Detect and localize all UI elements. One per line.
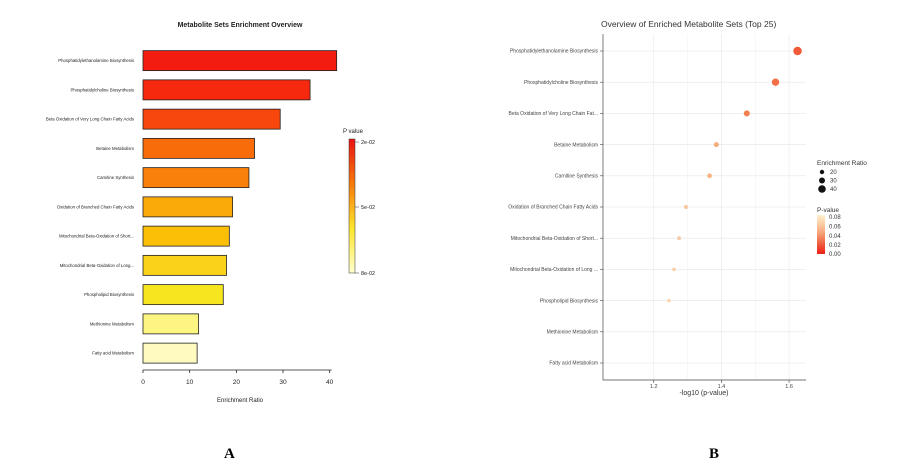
category-label: Oxidation of Branched Chain Fatty Acids bbox=[508, 205, 598, 211]
data-point bbox=[771, 78, 780, 86]
bar bbox=[142, 108, 281, 130]
legend-color-label: 0.06 bbox=[829, 225, 841, 231]
x-tick-label: 1.6 bbox=[785, 384, 793, 390]
legend-colorbar bbox=[348, 138, 356, 274]
legend-color-label: 0.04 bbox=[829, 234, 841, 240]
legend-color-label: 0.00 bbox=[829, 252, 841, 258]
bar bbox=[142, 284, 224, 306]
data-point bbox=[707, 173, 712, 179]
legend-size-dot bbox=[819, 177, 825, 184]
category-label: Beta Oxidation of Very Long Chain Fatty … bbox=[46, 117, 134, 122]
category-label: Carnitine Synthesis bbox=[555, 174, 599, 180]
data-point bbox=[683, 204, 688, 210]
legend-size-label: 30 bbox=[830, 179, 837, 185]
category-label: Phospholipid Biosynthesis bbox=[540, 298, 599, 304]
category-label: Fatty acid Metabolism bbox=[549, 361, 598, 367]
category-label: Methionine Metabolism bbox=[90, 321, 135, 326]
bar bbox=[142, 313, 199, 335]
x-tick-label: 10 bbox=[186, 379, 194, 386]
x-tick-label: 30 bbox=[279, 379, 287, 386]
x-tick-label: 20 bbox=[233, 379, 241, 386]
legend-color-label: 0.02 bbox=[829, 243, 841, 249]
legend-size-title: Enrichment Ratio bbox=[817, 160, 867, 167]
data-point bbox=[667, 298, 671, 303]
data-point bbox=[677, 236, 682, 241]
legend-colorbar bbox=[817, 215, 825, 254]
x-axis-label: Enrichment Ratio bbox=[217, 398, 264, 404]
data-point bbox=[743, 110, 750, 117]
bar bbox=[142, 137, 255, 159]
bar bbox=[142, 167, 250, 189]
category-label: Mitochondrial Beta-Oxidation of Short... bbox=[59, 234, 134, 239]
category-label: Phosphatidylcholine Biosynthesis bbox=[524, 80, 598, 86]
category-label: Methionine Metabolism bbox=[547, 330, 598, 336]
legend-label: 8e-02 bbox=[361, 271, 375, 277]
x-tick-label: 1.4 bbox=[718, 384, 726, 390]
bar bbox=[142, 225, 230, 247]
category-label: Phospholipid Biosynthesis bbox=[84, 292, 134, 297]
category-label: Beta Oxidation of Very Long Chain Fat... bbox=[509, 111, 599, 117]
category-label: Fatty acid Metabolism bbox=[92, 351, 134, 356]
category-label: Mitochondrial Beta-Oxidation of Short... bbox=[511, 236, 598, 242]
legend-size-label: 40 bbox=[830, 187, 837, 193]
panel-label-b: B bbox=[709, 446, 720, 462]
category-label: Mitochondrial Beta-Oxidation of Long ... bbox=[510, 267, 598, 273]
category-label: Phosphatidylcholine Biosynthesis bbox=[70, 87, 134, 92]
x-tick-label: 40 bbox=[326, 379, 334, 386]
category-label: Phosphatidylethanolamine Biosynthesis bbox=[58, 58, 134, 63]
x-tick-label: 1.2 bbox=[650, 384, 658, 390]
bar bbox=[142, 50, 338, 72]
category-label: Mitochondrial Beta-Oxidation of Long... bbox=[60, 263, 134, 268]
legend-size-dot bbox=[818, 185, 826, 193]
bar bbox=[142, 254, 227, 276]
legend-size-dot bbox=[819, 169, 825, 175]
category-label: Phosphatidylethanolamine Biosynthesis bbox=[510, 49, 599, 55]
category-label: Carnitine Synthesis bbox=[97, 175, 134, 180]
legend-label: 2e-02 bbox=[361, 140, 375, 146]
chart-b-title: Overview of Enriched Metabolite Sets (To… bbox=[601, 19, 776, 29]
bar bbox=[142, 342, 198, 364]
legend-title: P value bbox=[343, 129, 364, 135]
x-axis-label: -log10 (p-value) bbox=[679, 390, 728, 397]
legend-color-title: P-value bbox=[817, 207, 839, 214]
category-label: Oxidation of Branched Chain Fatty Acids bbox=[57, 204, 134, 209]
bar bbox=[142, 79, 311, 101]
data-point bbox=[672, 267, 676, 272]
x-tick-label: 0 bbox=[141, 379, 145, 386]
data-point bbox=[793, 46, 802, 56]
chart-a-title: Metabolite Sets Enrichment Overview bbox=[178, 22, 303, 29]
legend-color-label: 0.08 bbox=[829, 215, 841, 221]
category-label: Betaine Metabolism bbox=[554, 142, 598, 148]
panel-label-a: A bbox=[224, 446, 235, 462]
category-label: Betaine Metabolism bbox=[96, 146, 134, 151]
legend-size-label: 20 bbox=[830, 170, 837, 176]
legend-label: 5e-02 bbox=[361, 205, 375, 211]
data-point bbox=[713, 142, 719, 148]
bar bbox=[142, 196, 233, 218]
